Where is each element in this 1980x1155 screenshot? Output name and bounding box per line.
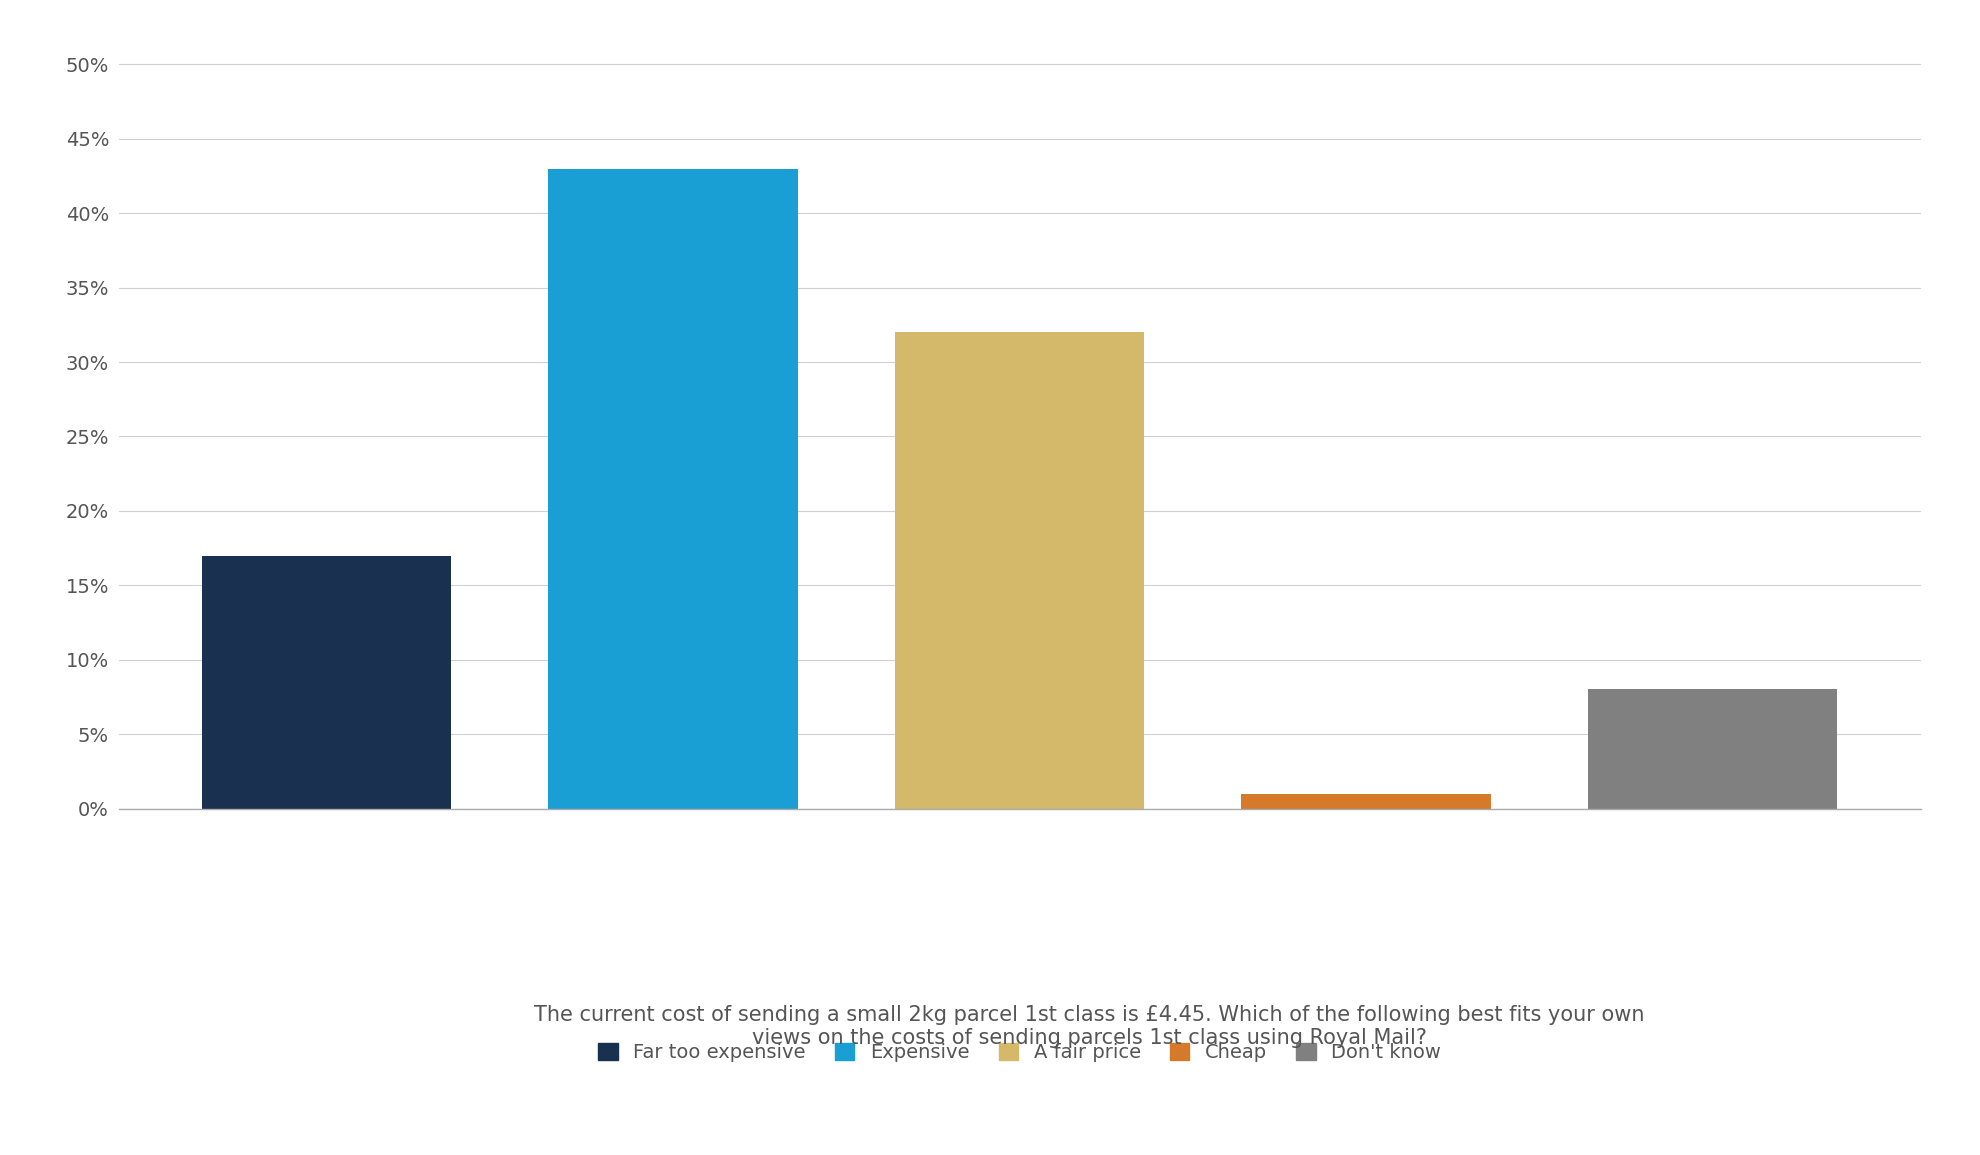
Bar	[202, 556, 451, 808]
Bar	[548, 169, 798, 808]
Text: The current cost of sending a small 2kg parcel 1st class is £4.45. Which of the : The current cost of sending a small 2kg …	[535, 1005, 1643, 1048]
Bar	[1241, 793, 1491, 808]
Bar	[1588, 690, 1837, 808]
Bar	[895, 333, 1144, 808]
Legend: Far too expensive, Expensive, A fair price, Cheap, Don't know: Far too expensive, Expensive, A fair pri…	[590, 1035, 1449, 1070]
